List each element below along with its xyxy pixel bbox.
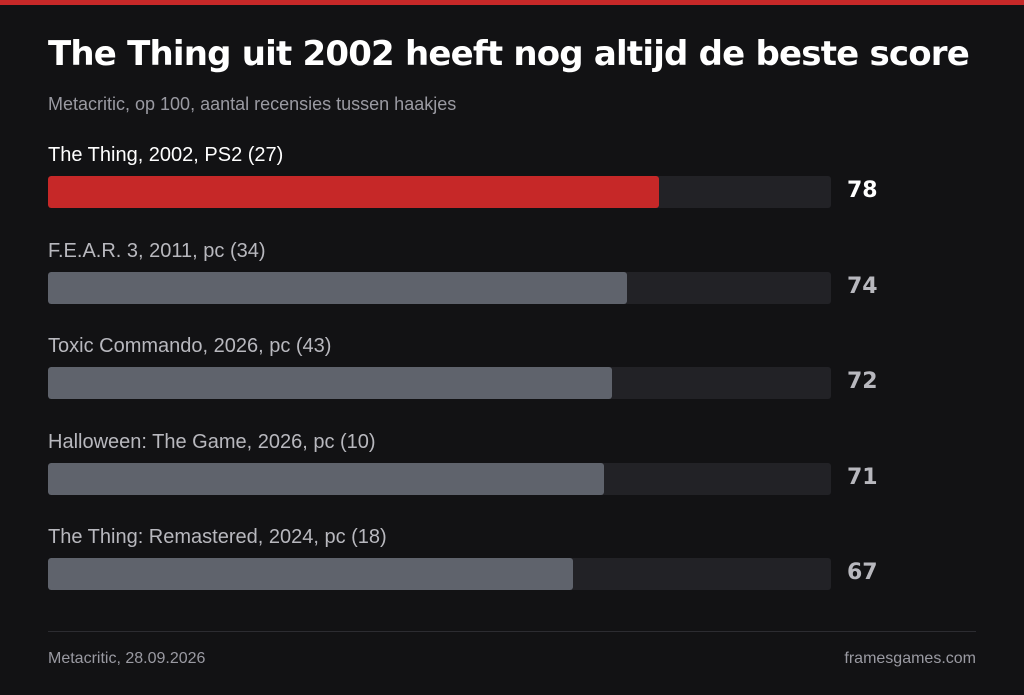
category-label: Halloween: The Game, 2026, pc (10)	[48, 430, 376, 453]
value-label: 78	[847, 178, 878, 203]
category-label: Toxic Commando, 2026, pc (43)	[48, 335, 332, 358]
source-note: Metacritic, 28.09.2026	[48, 650, 206, 667]
brand-name: framesgames.com	[844, 650, 976, 667]
footer-divider	[48, 631, 976, 632]
value-label: 67	[847, 560, 878, 586]
category-label: The Thing: Remastered, 2024, pc (18)	[48, 526, 387, 549]
bar-track	[48, 558, 831, 591]
value-label: 74	[847, 273, 878, 299]
bar-track	[48, 462, 831, 495]
bar	[48, 367, 612, 400]
bar	[48, 558, 573, 591]
value-label: 72	[847, 369, 878, 395]
bar-track	[48, 367, 831, 400]
category-label: F.E.A.R. 3, 2011, pc (34)	[48, 239, 266, 262]
bar-track	[48, 176, 831, 208]
bar-track	[48, 271, 831, 304]
bar	[48, 176, 659, 208]
bar	[48, 462, 604, 495]
chart-subtitle: Metacritic, op 100, aantal recensies tus…	[48, 94, 457, 114]
category-label: The Thing, 2002, PS2 (27)	[48, 144, 284, 166]
top-accent-stripe	[0, 0, 1024, 5]
chart-title: The Thing uit 2002 heeft nog altijd de b…	[48, 34, 970, 74]
value-label: 71	[847, 464, 878, 490]
bar	[48, 271, 628, 304]
